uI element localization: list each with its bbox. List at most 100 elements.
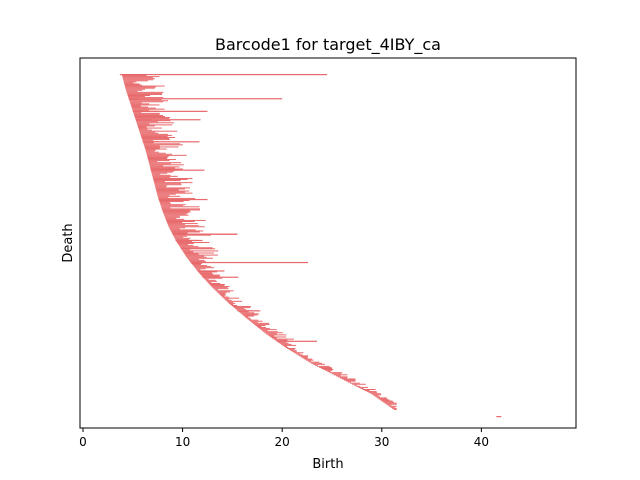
barcode-bar (384, 402, 397, 404)
barcode-bar (184, 253, 199, 255)
barcode-bar (183, 251, 194, 253)
barcode-bar (304, 358, 312, 360)
barcode-bar (148, 162, 181, 164)
barcode-bar (131, 106, 149, 108)
barcode-bar (329, 372, 343, 374)
x-axis-ticks: 0 10 20 30 40 (79, 428, 489, 449)
barcode-bar (131, 105, 141, 107)
barcode-bar (175, 238, 189, 240)
barcode-bar (181, 248, 216, 250)
barcode-bar (133, 112, 160, 114)
plot-area (79, 57, 577, 429)
barcode-bar (131, 107, 156, 109)
barcode-bar (204, 278, 209, 280)
barcode-bar (288, 349, 295, 351)
barcode-bar (327, 371, 331, 373)
barcode-bar (299, 355, 309, 357)
barcode-bar (170, 230, 204, 232)
barcode-bar (187, 257, 213, 259)
barcode-bar (381, 400, 393, 402)
barcode-bar (224, 298, 229, 300)
barcode-bar (284, 345, 287, 347)
barcode-bar (157, 193, 176, 195)
barcode-bar (364, 390, 370, 392)
barcode-bar (199, 272, 212, 274)
barcode-bar (311, 362, 322, 364)
barcode-bar (233, 307, 251, 309)
barcode-bar (180, 247, 213, 249)
barcode-bar (154, 185, 167, 187)
barcode-bar (139, 130, 178, 132)
barcode-bar (152, 175, 178, 177)
barcode-bar (214, 289, 219, 291)
barcode-bar (191, 263, 202, 264)
barcode-bar (150, 167, 176, 169)
barcode-bar (140, 134, 173, 136)
barcode-bar (259, 328, 270, 330)
barcode-bar (317, 365, 330, 367)
barcode-bar (248, 319, 259, 321)
barcode-bar (176, 240, 192, 242)
barcode-bar (171, 232, 188, 234)
barcode-bar (158, 197, 196, 199)
barcode-bar (368, 392, 378, 394)
barcode-bar (150, 169, 205, 171)
barcode-bar (140, 132, 159, 134)
barcode-bar (143, 142, 154, 144)
barcode-bar (144, 146, 179, 148)
barcode-bar (202, 276, 239, 278)
barcode-bar (171, 231, 200, 233)
barcode-bar (352, 383, 366, 385)
barcode-bar (375, 396, 380, 398)
chart-title: Barcode1 for target_4IBY_ca (215, 35, 441, 55)
barcode-bar (130, 104, 160, 106)
barcode-bar (124, 83, 140, 85)
barcode-bar (174, 237, 191, 239)
barcode-bar (174, 236, 184, 238)
barcode-bar (217, 292, 227, 294)
barcode-bar (176, 242, 210, 243)
barcode-bar (246, 317, 251, 319)
barcode-bar (270, 336, 287, 338)
barcode-bar (173, 235, 187, 237)
barcode-bar (297, 354, 303, 356)
barcode-bar (292, 351, 297, 353)
barcode-bar (181, 249, 191, 251)
x-tick-label: 40 (474, 435, 489, 449)
barcode-bar (134, 117, 171, 119)
barcode-bar (366, 391, 377, 393)
barcode-bar (123, 81, 137, 83)
barcode-bar (306, 359, 314, 361)
barcode-bar (354, 384, 357, 386)
barcode-bar (128, 96, 145, 98)
barcode-bar (125, 86, 156, 88)
barcode-bar (157, 195, 181, 197)
barcode-bar (128, 98, 283, 100)
barcode-bar (128, 97, 164, 99)
barcode-bar (145, 149, 156, 151)
barcode-bar (307, 360, 312, 362)
barcode-bar (356, 385, 361, 387)
barcode-bar (165, 217, 177, 219)
barcode-bar (149, 166, 180, 168)
barcode-bar (161, 207, 171, 209)
barcode-bar (156, 189, 179, 191)
barcode-bar (393, 408, 397, 410)
barcode-bar (232, 306, 251, 308)
barcode-bar (213, 288, 229, 290)
barcode-bar (137, 124, 173, 126)
barcode-bar (390, 406, 395, 408)
barcode-bar (138, 128, 148, 130)
barcode-bar (160, 205, 184, 207)
barcode-bar (179, 245, 194, 247)
barcode-bar (124, 84, 142, 86)
barcode-bar (153, 179, 188, 180)
barcode-bar (263, 331, 278, 333)
barcode-bar (173, 234, 211, 236)
barcode-bar (147, 158, 168, 159)
barcode-bar (119, 74, 328, 76)
barcode-bar (136, 121, 158, 123)
barcode-bar (190, 261, 309, 264)
barcode-bar (142, 141, 200, 143)
